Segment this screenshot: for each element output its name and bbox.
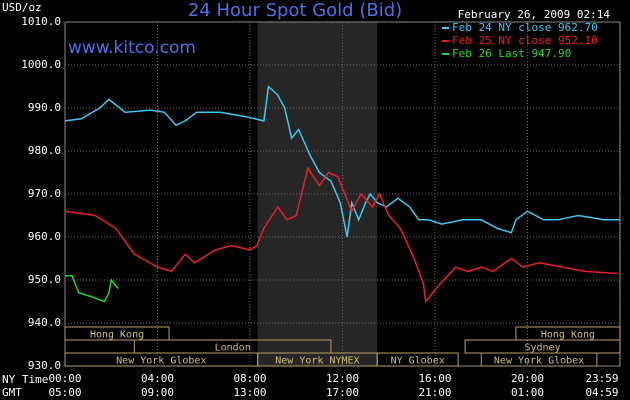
x2-tick-label: 01:00 (511, 386, 544, 399)
website: www.kitco.com (68, 38, 196, 58)
session-label: Sydney (524, 343, 560, 354)
y-tick-label: 980.0 (28, 144, 61, 157)
x-tick-label: 23:59 (585, 372, 618, 385)
session-box (376, 352, 459, 367)
x2-tick-label: 13:00 (233, 386, 266, 399)
y-tick-label: 1010.0 (21, 15, 61, 28)
session-box (64, 326, 170, 341)
legend-label: Feb 24 NY close 962.70 (452, 21, 598, 34)
series-line (64, 84, 620, 238)
x2-tick-label: 09:00 (141, 386, 174, 399)
y-tick-label: 950.0 (28, 273, 61, 286)
x-tick-label: 04:00 (141, 372, 174, 385)
y-tick-label: 940.0 (28, 316, 61, 329)
x-axis-label: NY Time (2, 373, 48, 386)
legend-label: Feb 26 Last 947.90 (452, 47, 571, 60)
y-tick-label: 960.0 (28, 230, 61, 243)
unit-label: USD/oz (2, 1, 42, 14)
series-line (64, 166, 618, 304)
y-tick-label: 970.0 (28, 187, 61, 200)
x-tick-label: 08:00 (233, 372, 266, 385)
x2-tick-label: 21:00 (418, 386, 451, 399)
x-tick-label: 00:00 (48, 372, 81, 385)
x2-tick-label: 05:00 (48, 386, 81, 399)
timestamp: February 26, 2009 02:14 (458, 8, 611, 21)
x2-axis-label: GMT (2, 386, 22, 399)
session-label: New York Globex (116, 356, 206, 367)
session-label: London (215, 343, 251, 354)
session-label: Hong Kong (90, 330, 144, 341)
x2-tick-label: 17:00 (326, 386, 359, 399)
series-line (65, 274, 119, 303)
session-label: New York Globex (494, 356, 584, 367)
x-tick-label: 12:00 (326, 372, 359, 385)
chart-title: 24 Hour Spot Gold (Bid) (188, 0, 402, 21)
y-tick-label: 930.0 (28, 359, 61, 372)
y-tick-label: 1000.0 (21, 58, 61, 71)
y-tick-label: 990.0 (28, 101, 61, 114)
legend-label: Feb 25 NY close 952.10 (452, 34, 598, 47)
session-box (480, 352, 598, 367)
x-tick-label: 20:00 (511, 372, 544, 385)
x2-tick-label: 04:59 (585, 386, 618, 399)
session-label: NY Globex (391, 356, 445, 367)
session-label: New York NYMEX (275, 356, 359, 367)
x-tick-label: 16:00 (418, 372, 451, 385)
session-label: Hong Kong (541, 330, 595, 341)
